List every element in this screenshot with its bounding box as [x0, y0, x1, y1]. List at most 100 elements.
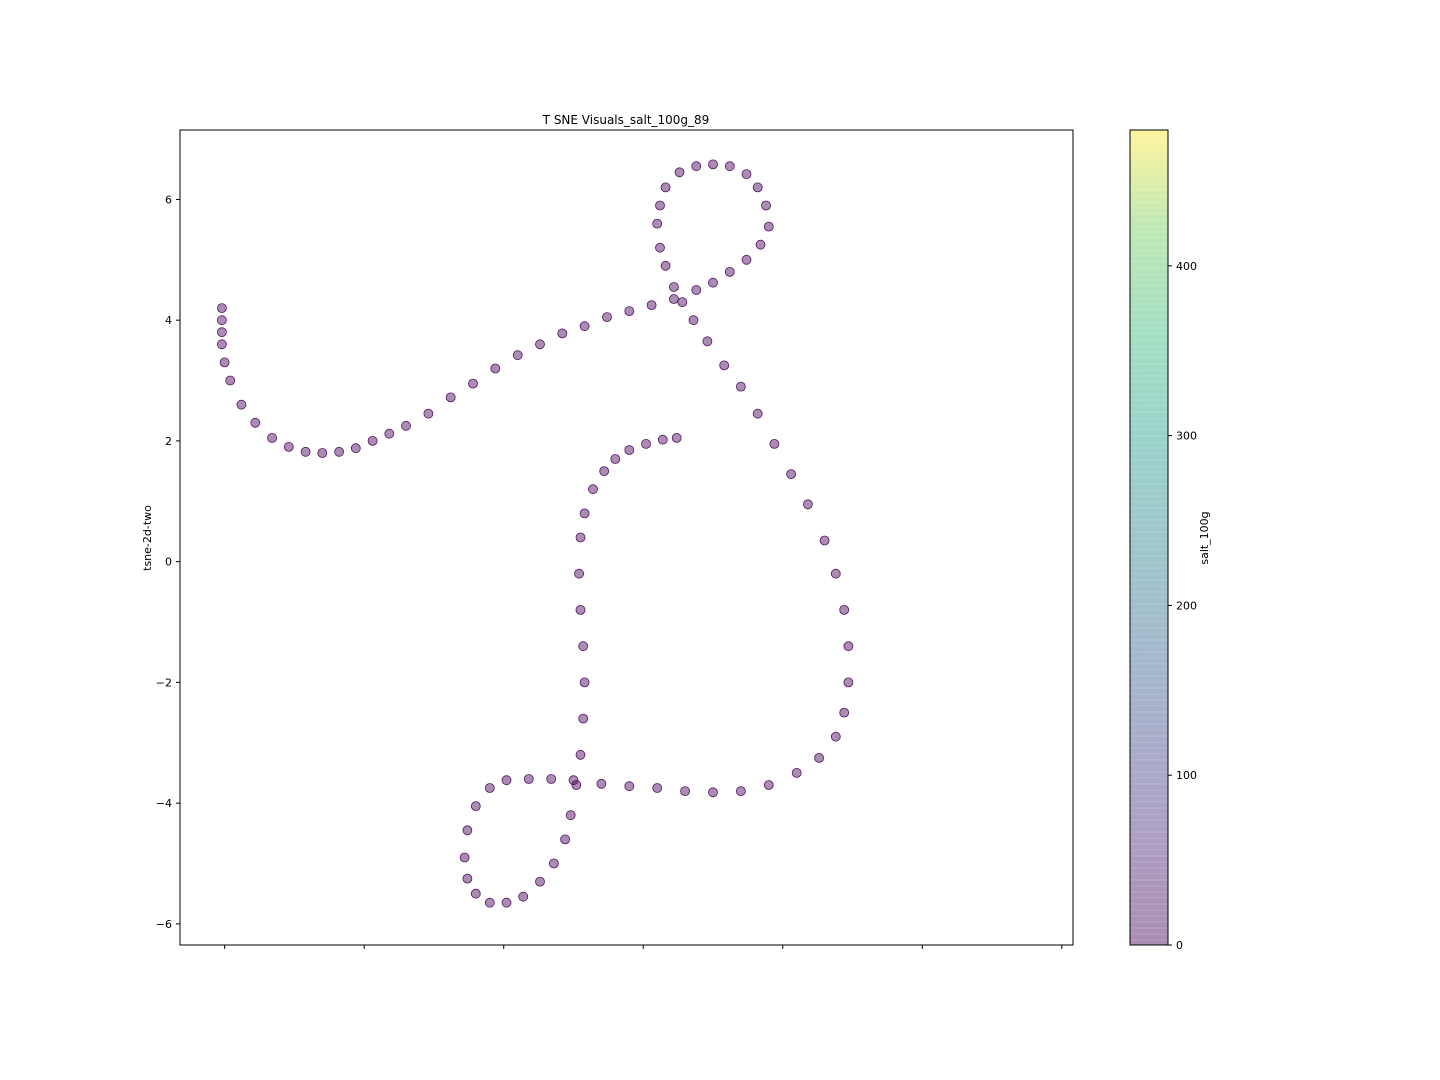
- data-point: [216, 339, 227, 350]
- data-point: [578, 713, 589, 724]
- data-point: [468, 378, 478, 389]
- data-point: [568, 775, 579, 786]
- chart-title: T SNE Visuals_salt_100g_89: [542, 113, 710, 127]
- data-point: [680, 786, 690, 796]
- data-point: [719, 360, 730, 371]
- data-point: [575, 532, 586, 543]
- data-point: [671, 432, 682, 443]
- data-point: [225, 375, 236, 386]
- data-point: [470, 888, 481, 899]
- data-point: [300, 446, 311, 457]
- data-point: [830, 731, 841, 742]
- data-point: [484, 897, 495, 908]
- data-point: [501, 775, 512, 786]
- data-point: [250, 417, 261, 428]
- data-point: [549, 858, 559, 869]
- data-point: [814, 753, 824, 763]
- y-axis: −6 −4 −2 0 2 4 6: [156, 193, 180, 931]
- colorbar-tick-label: 100: [1176, 769, 1197, 782]
- data-point: [624, 306, 635, 317]
- data-point: [691, 285, 702, 295]
- colorbar-tick-label: 400: [1176, 260, 1197, 273]
- data-point: [384, 428, 395, 439]
- data-point: [761, 200, 771, 211]
- data-point: [484, 783, 495, 793]
- data-point: [843, 677, 854, 688]
- data-point: [599, 466, 610, 477]
- data-point: [741, 254, 752, 265]
- y-axis-label: tsne-2d-two: [141, 505, 154, 571]
- data-point: [401, 420, 411, 431]
- x-axis: [224, 945, 1063, 949]
- data-point: [736, 786, 746, 796]
- data-point: [839, 605, 850, 615]
- data-point: [535, 339, 545, 350]
- colorbar-tick-label: 200: [1176, 599, 1197, 612]
- data-point: [571, 780, 582, 790]
- data-point: [557, 328, 568, 339]
- colorbar-frame: [1129, 129, 1169, 946]
- data-point: [579, 321, 590, 332]
- data-point: [724, 266, 735, 277]
- colorbar-tick-label: 300: [1176, 430, 1197, 443]
- colorbar-tick-label: 0: [1176, 939, 1183, 952]
- data-point: [470, 801, 481, 811]
- data-point: [655, 242, 665, 253]
- plot-frame: [179, 129, 1074, 946]
- data-point: [219, 357, 230, 368]
- data-point: [578, 641, 589, 652]
- data-point: [691, 161, 702, 172]
- points-layer: [216, 159, 854, 908]
- data-point: [652, 218, 663, 229]
- data-point: [512, 350, 523, 361]
- data-point: [462, 873, 473, 884]
- data-point: [283, 441, 294, 452]
- colorbar-label: salt_100g: [1198, 511, 1211, 564]
- y-tick-label: −6: [156, 918, 172, 931]
- data-point: [575, 749, 586, 760]
- data-point: [574, 568, 584, 579]
- data-point: [216, 315, 227, 326]
- y-tick-label: 4: [165, 314, 172, 327]
- data-point: [646, 300, 657, 311]
- y-tick-label: −2: [156, 676, 172, 689]
- data-point: [535, 876, 545, 887]
- data-point: [216, 303, 227, 314]
- data-point: [669, 282, 679, 292]
- data-point: [610, 454, 621, 464]
- data-point: [602, 312, 612, 323]
- data-point: [660, 260, 671, 271]
- data-point: [655, 200, 665, 211]
- y-tick-label: 2: [165, 435, 172, 448]
- data-point: [334, 446, 345, 457]
- y-tick-label: 6: [165, 193, 172, 206]
- data-point: [350, 443, 361, 454]
- data-point: [708, 787, 718, 798]
- data-point: [490, 363, 501, 374]
- data-point: [724, 161, 735, 172]
- data-point: [445, 392, 456, 403]
- data-point: [367, 435, 378, 446]
- data-point: [575, 605, 586, 615]
- data-point: [791, 768, 802, 778]
- data-point: [565, 810, 576, 821]
- data-point: [317, 448, 328, 458]
- data-point: [669, 294, 679, 304]
- data-point: [839, 707, 850, 718]
- data-point: [523, 774, 534, 784]
- data-point: [216, 327, 227, 338]
- data-point: [518, 891, 529, 902]
- data-point: [546, 774, 557, 784]
- data-point: [588, 484, 598, 495]
- data-point: [641, 438, 651, 449]
- data-point: [752, 408, 763, 419]
- data-point: [596, 778, 607, 789]
- data-point: [579, 677, 590, 688]
- data-point: [736, 381, 746, 392]
- data-point: [763, 780, 774, 790]
- data-point: [843, 641, 854, 652]
- data-point: [660, 182, 671, 193]
- data-point: [579, 508, 590, 519]
- data-point: [674, 167, 685, 178]
